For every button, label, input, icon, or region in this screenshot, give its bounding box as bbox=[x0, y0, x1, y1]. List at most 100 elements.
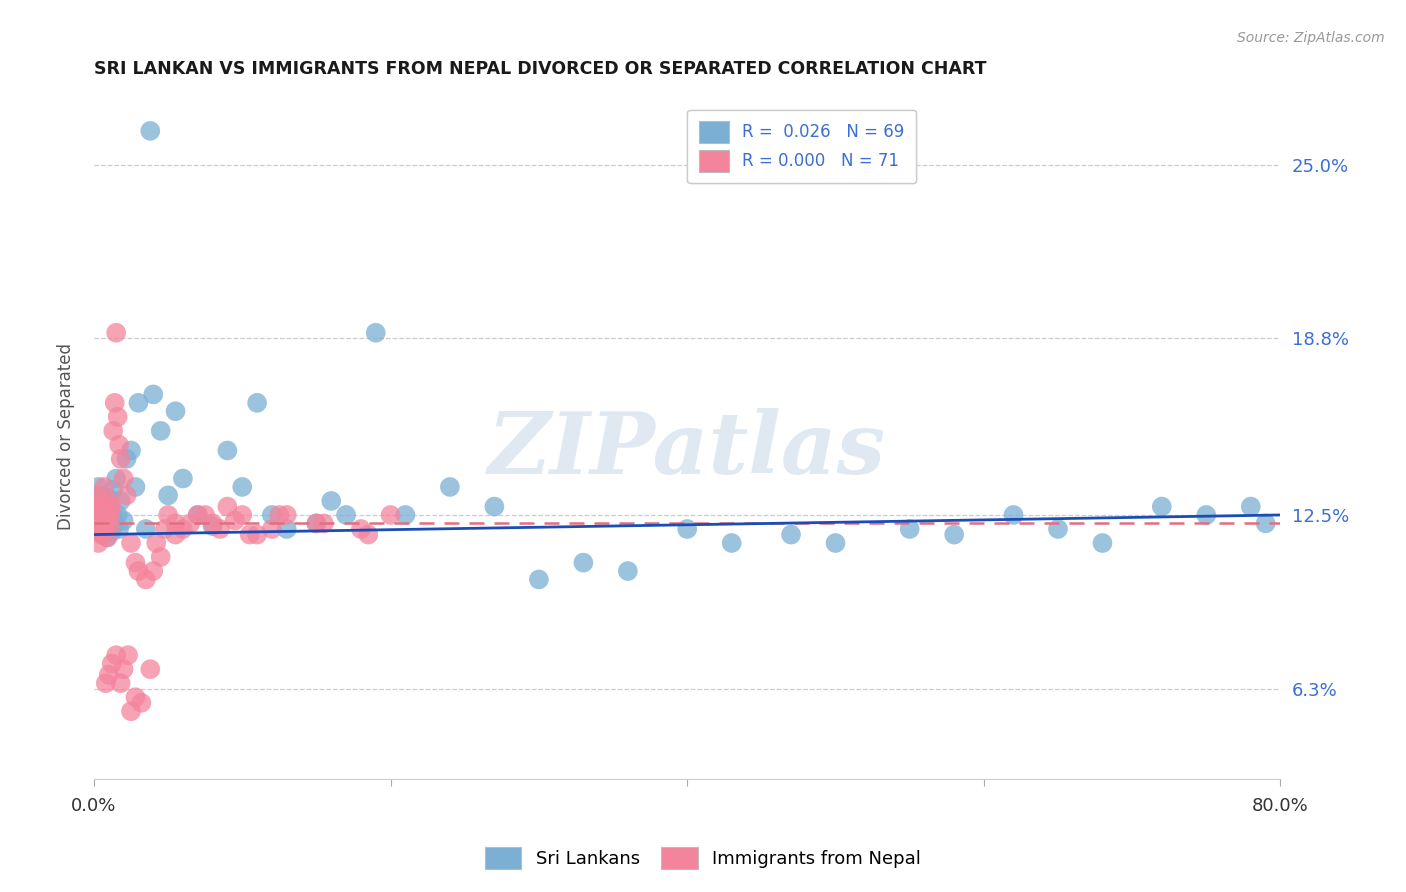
Point bbox=[127, 396, 149, 410]
Point bbox=[93, 505, 115, 519]
Point bbox=[87, 536, 110, 550]
Point bbox=[91, 516, 114, 531]
Point bbox=[617, 564, 640, 578]
Point bbox=[93, 494, 115, 508]
Point bbox=[94, 497, 117, 511]
Point bbox=[87, 500, 110, 514]
Point bbox=[105, 326, 128, 340]
Point bbox=[231, 480, 253, 494]
Point bbox=[94, 522, 117, 536]
Point bbox=[145, 536, 167, 550]
Point bbox=[231, 508, 253, 522]
Point bbox=[1195, 508, 1218, 522]
Point bbox=[98, 500, 121, 514]
Point bbox=[86, 522, 108, 536]
Point bbox=[97, 667, 120, 681]
Point bbox=[90, 527, 112, 541]
Point bbox=[246, 396, 269, 410]
Point bbox=[96, 530, 118, 544]
Point bbox=[91, 510, 114, 524]
Point bbox=[676, 522, 699, 536]
Point bbox=[172, 522, 194, 536]
Point bbox=[720, 536, 742, 550]
Point bbox=[157, 488, 180, 502]
Point bbox=[115, 488, 138, 502]
Point bbox=[380, 508, 402, 522]
Point bbox=[246, 527, 269, 541]
Point bbox=[104, 396, 127, 410]
Point bbox=[139, 124, 162, 138]
Point bbox=[1002, 508, 1025, 522]
Point bbox=[1150, 500, 1173, 514]
Point bbox=[110, 676, 132, 690]
Point bbox=[350, 522, 373, 536]
Point bbox=[142, 564, 165, 578]
Point bbox=[90, 488, 112, 502]
Point bbox=[91, 527, 114, 541]
Point bbox=[165, 404, 187, 418]
Point bbox=[357, 527, 380, 541]
Point bbox=[269, 508, 291, 522]
Point bbox=[115, 451, 138, 466]
Point bbox=[108, 522, 131, 536]
Point bbox=[208, 522, 231, 536]
Point bbox=[94, 519, 117, 533]
Point bbox=[100, 524, 122, 539]
Point bbox=[120, 704, 142, 718]
Point bbox=[108, 438, 131, 452]
Point bbox=[96, 514, 118, 528]
Point bbox=[90, 522, 112, 536]
Point bbox=[439, 480, 461, 494]
Point bbox=[100, 657, 122, 671]
Point bbox=[127, 564, 149, 578]
Point bbox=[898, 522, 921, 536]
Point bbox=[484, 500, 506, 514]
Point bbox=[89, 514, 111, 528]
Point bbox=[260, 508, 283, 522]
Point bbox=[124, 690, 146, 705]
Point bbox=[139, 662, 162, 676]
Text: Source: ZipAtlas.com: Source: ZipAtlas.com bbox=[1237, 31, 1385, 45]
Point bbox=[187, 508, 209, 522]
Point bbox=[112, 662, 135, 676]
Point bbox=[142, 387, 165, 401]
Point bbox=[124, 480, 146, 494]
Point bbox=[527, 573, 550, 587]
Point bbox=[120, 536, 142, 550]
Point bbox=[96, 508, 118, 522]
Point bbox=[276, 522, 298, 536]
Legend: Sri Lankans, Immigrants from Nepal: Sri Lankans, Immigrants from Nepal bbox=[477, 838, 929, 879]
Point bbox=[98, 522, 121, 536]
Legend: R =  0.026   N = 69, R = 0.000   N = 71: R = 0.026 N = 69, R = 0.000 N = 71 bbox=[688, 110, 917, 183]
Point bbox=[94, 508, 117, 522]
Point bbox=[98, 508, 121, 522]
Point bbox=[572, 556, 595, 570]
Point bbox=[110, 494, 132, 508]
Point bbox=[1240, 500, 1263, 514]
Point bbox=[103, 424, 125, 438]
Point bbox=[260, 522, 283, 536]
Point bbox=[93, 500, 115, 514]
Point bbox=[239, 527, 262, 541]
Point bbox=[131, 696, 153, 710]
Text: ZIPatlas: ZIPatlas bbox=[488, 409, 886, 491]
Point bbox=[89, 494, 111, 508]
Point bbox=[90, 508, 112, 522]
Point bbox=[84, 508, 107, 522]
Point bbox=[172, 471, 194, 485]
Point bbox=[89, 508, 111, 522]
Point bbox=[117, 648, 139, 662]
Point bbox=[824, 536, 846, 550]
Point bbox=[104, 516, 127, 531]
Point bbox=[112, 514, 135, 528]
Point bbox=[135, 522, 157, 536]
Point bbox=[943, 527, 966, 541]
Point bbox=[86, 488, 108, 502]
Point bbox=[187, 508, 209, 522]
Point bbox=[165, 527, 187, 541]
Point bbox=[105, 648, 128, 662]
Point bbox=[93, 480, 115, 494]
Point bbox=[124, 556, 146, 570]
Point bbox=[86, 514, 108, 528]
Point bbox=[312, 516, 335, 531]
